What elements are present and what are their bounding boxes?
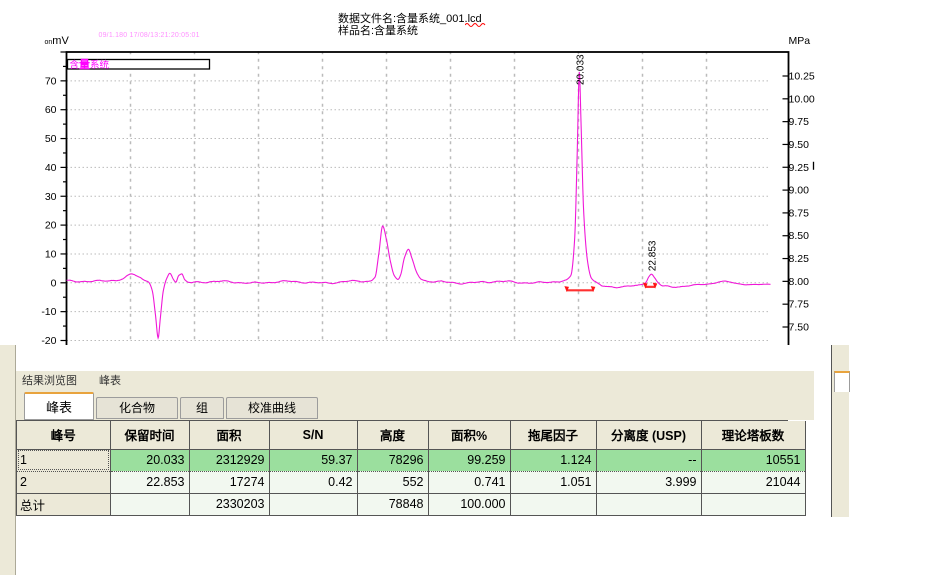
- svg-text:7.75: 7.75: [789, 299, 810, 311]
- svg-text:20: 20: [45, 220, 57, 232]
- svg-text:9.00: 9.00: [789, 185, 810, 197]
- svg-text:9.75: 9.75: [789, 116, 810, 128]
- svg-text:10: 10: [45, 248, 57, 260]
- svg-text:60: 60: [45, 104, 57, 116]
- svg-text:8.00: 8.00: [789, 276, 810, 288]
- svg-text:onmV: onmV: [45, 35, 70, 47]
- svg-text:8.50: 8.50: [789, 230, 810, 242]
- svg-text:含量系统: 含量系统: [70, 58, 110, 71]
- svg-text:MPa: MPa: [789, 35, 811, 47]
- svg-text:8.25: 8.25: [789, 253, 810, 265]
- svg-text:10.00: 10.00: [789, 93, 815, 105]
- svg-text:20.033: 20.033: [575, 54, 586, 85]
- svg-text:10.25: 10.25: [789, 71, 815, 83]
- svg-text:0: 0: [51, 277, 57, 289]
- svg-text:-10: -10: [41, 306, 56, 318]
- svg-text:30: 30: [45, 191, 57, 203]
- svg-text:70: 70: [45, 75, 57, 87]
- svg-text:09/1.180 17/08/13:21:20:05:01: 09/1.180 17/08/13:21:20:05:01: [99, 32, 200, 39]
- svg-text:50: 50: [45, 133, 57, 145]
- svg-text:9.50: 9.50: [789, 139, 810, 151]
- svg-text:9.25: 9.25: [789, 162, 810, 174]
- svg-text:22.853: 22.853: [648, 240, 659, 271]
- svg-text:40: 40: [45, 162, 57, 174]
- svg-text:8.75: 8.75: [789, 207, 810, 219]
- svg-text:7.50: 7.50: [789, 322, 810, 334]
